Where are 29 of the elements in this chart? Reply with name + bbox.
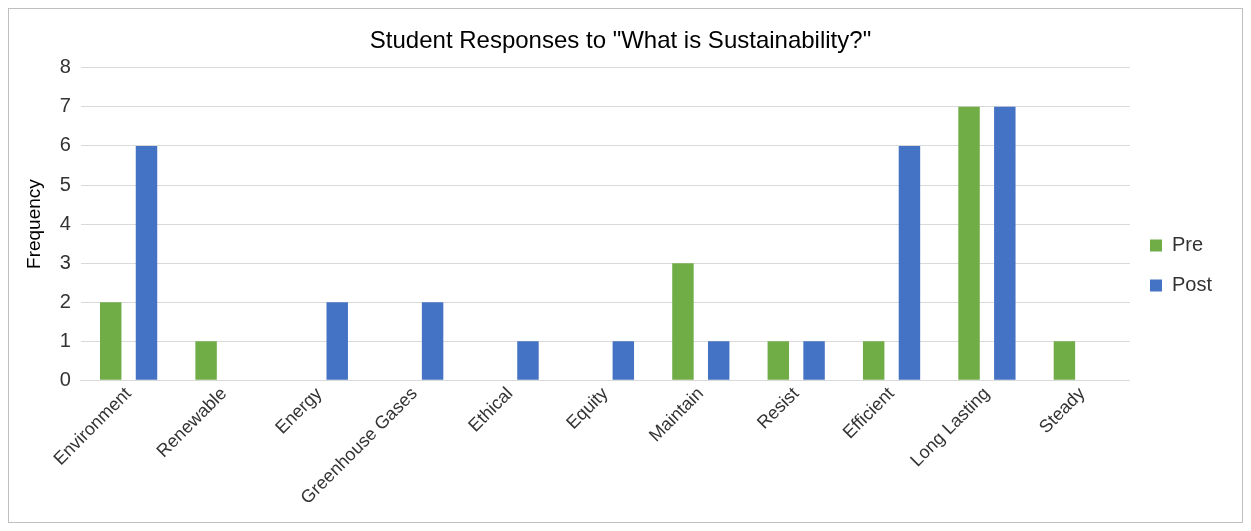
y-tick-label: 8 xyxy=(59,55,71,78)
bar xyxy=(612,341,635,380)
legend-label: Pre xyxy=(1171,233,1204,256)
bar xyxy=(958,106,980,380)
y-tick-label: 7 xyxy=(59,94,71,117)
bar xyxy=(803,341,825,380)
bar xyxy=(672,263,694,380)
y-tick-label: 0 xyxy=(59,367,71,390)
bar xyxy=(135,145,158,380)
bar xyxy=(707,341,730,380)
bar xyxy=(326,302,348,380)
legend-label: Post xyxy=(1171,273,1213,296)
y-tick-label: 4 xyxy=(59,211,71,234)
bar xyxy=(517,341,539,380)
y-tick-label: 2 xyxy=(59,289,71,312)
bar xyxy=(862,341,885,380)
bar xyxy=(994,106,1016,380)
bar xyxy=(767,341,790,380)
y-tick-label: 6 xyxy=(59,133,71,156)
bar xyxy=(898,145,921,380)
bar xyxy=(100,302,122,380)
bar xyxy=(1053,341,1076,380)
bar xyxy=(195,341,217,380)
bar xyxy=(421,302,444,380)
chart-title: Student Responses to "What is Sustainability?" xyxy=(369,26,872,54)
y-tick-label: 3 xyxy=(59,250,71,273)
y-tick-label: 5 xyxy=(59,172,71,195)
y-axis-title: Frequency xyxy=(22,178,44,269)
y-tick-label: 1 xyxy=(59,328,71,351)
